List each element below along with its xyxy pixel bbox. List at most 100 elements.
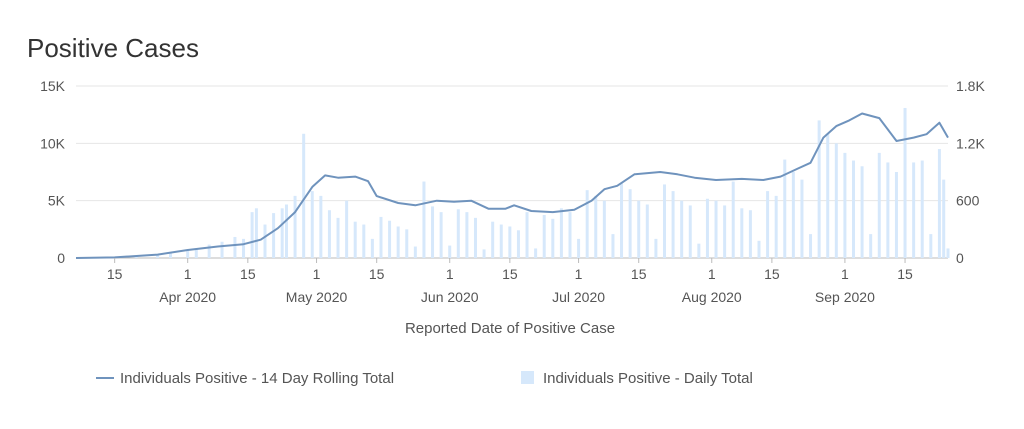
- daily-bar: [362, 224, 366, 258]
- daily-bar: [800, 179, 804, 258]
- daily-bar: [903, 107, 907, 258]
- chart-title: Positive Cases: [27, 33, 199, 63]
- daily-bar: [534, 248, 538, 258]
- daily-bar: [508, 226, 512, 258]
- daily-bar: [602, 200, 606, 258]
- daily-bar: [491, 221, 495, 258]
- daily-bar: [156, 254, 160, 258]
- daily-bar: [645, 204, 649, 258]
- daily-bar: [826, 133, 830, 258]
- daily-bar: [422, 181, 426, 258]
- y-axis-right: 0 600 1.2K 1.8K: [956, 78, 985, 266]
- daily-bar: [688, 205, 692, 258]
- x-tick-label: 15: [240, 266, 256, 282]
- y-left-tick-label: 15K: [40, 78, 66, 94]
- daily-bar: [929, 234, 933, 258]
- daily-bar: [242, 238, 246, 258]
- daily-bar: [577, 238, 581, 258]
- daily-bar: [817, 120, 821, 259]
- daily-bar: [220, 241, 224, 258]
- grid-lines: [76, 85, 948, 259]
- daily-bar: [134, 256, 138, 258]
- daily-bar: [662, 184, 666, 258]
- daily-bar: [263, 224, 267, 258]
- daily-bar: [937, 149, 941, 258]
- x-tick-label: 1: [184, 266, 192, 282]
- daily-bar: [525, 212, 529, 258]
- daily-bar: [413, 246, 417, 258]
- daily-bar: [293, 195, 297, 258]
- daily-bar: [740, 208, 744, 258]
- legend-bar-swatch: [521, 371, 534, 384]
- daily-bar: [860, 166, 864, 258]
- daily-bar: [620, 183, 624, 258]
- daily-bar: [431, 206, 435, 258]
- daily-bar: [254, 208, 258, 258]
- daily-bar: [169, 252, 173, 258]
- daily-bar: [250, 212, 254, 258]
- daily-bar: [345, 200, 349, 258]
- legend-item-rolling[interactable]: Individuals Positive - 14 Day Rolling To…: [96, 370, 394, 387]
- y-left-tick-label: 10K: [40, 135, 66, 151]
- x-tick-label: 15: [764, 266, 780, 282]
- daily-bar: [319, 195, 323, 258]
- daily-bar: [542, 215, 546, 258]
- legend-label-daily: Individuals Positive - Daily Total: [543, 370, 753, 387]
- daily-bar: [594, 195, 598, 258]
- daily-bar: [280, 208, 284, 258]
- daily-bar: [439, 212, 443, 258]
- daily-bars: [91, 107, 950, 259]
- y-axis-left: 0 5K 10K 15K: [40, 78, 66, 266]
- legend-item-daily[interactable]: Individuals Positive - Daily Total: [521, 370, 753, 387]
- x-tick-label: 15: [897, 266, 913, 282]
- daily-bar: [379, 216, 383, 258]
- x-tick-label: 15: [107, 266, 123, 282]
- x-tick-label: 1: [446, 266, 454, 282]
- x-axis: 15 1 Apr 2020 15 1 May 2020 15 1 Jun 2020 15 1 Jul …: [107, 258, 913, 305]
- daily-bar: [310, 191, 314, 258]
- daily-bar: [585, 190, 589, 258]
- daily-bar: [405, 229, 409, 258]
- daily-bar: [611, 234, 615, 258]
- legend: Individuals Positive - 14 Day Rolling To…: [96, 370, 753, 387]
- y-right-tick-label: 1.8K: [956, 78, 985, 94]
- x-tick-label: 15: [631, 266, 647, 282]
- x-tick-month-label: Aug 2020: [682, 289, 742, 305]
- daily-bar: [482, 249, 486, 258]
- daily-bar: [834, 143, 838, 258]
- x-axis-title: Reported Date of Positive Case: [405, 320, 615, 337]
- y-right-tick-label: 1.2K: [956, 135, 985, 151]
- daily-bar: [186, 250, 190, 258]
- daily-bar: [448, 245, 452, 258]
- daily-bar: [302, 133, 306, 258]
- x-tick-label: 1: [841, 266, 849, 282]
- daily-bar: [680, 200, 684, 258]
- daily-bar: [516, 230, 520, 258]
- daily-bar: [194, 248, 198, 258]
- daily-bar: [559, 208, 563, 258]
- daily-bar: [327, 210, 331, 258]
- daily-bar: [272, 213, 276, 258]
- daily-bar: [637, 200, 641, 258]
- daily-bar: [946, 248, 950, 258]
- rolling-total-line: [75, 112, 949, 259]
- daily-bar: [731, 181, 735, 258]
- daily-bar: [473, 217, 477, 258]
- y-left-tick-label: 0: [57, 250, 65, 266]
- daily-bar: [920, 160, 924, 258]
- x-tick-month-label: May 2020: [286, 289, 348, 305]
- daily-bar: [671, 191, 675, 258]
- x-tick-month-label: Jul 2020: [552, 289, 605, 305]
- daily-bar: [207, 244, 211, 258]
- x-tick-label: 15: [502, 266, 518, 282]
- y-right-tick-label: 600: [956, 193, 980, 209]
- daily-bar: [791, 172, 795, 258]
- x-tick-month-label: Apr 2020: [159, 289, 216, 305]
- daily-bar: [705, 198, 709, 258]
- y-right-tick-label: 0: [956, 250, 964, 266]
- x-tick-label: 1: [313, 266, 321, 282]
- legend-label-rolling: Individuals Positive - 14 Day Rolling To…: [120, 370, 394, 387]
- x-tick-label: 1: [708, 266, 716, 282]
